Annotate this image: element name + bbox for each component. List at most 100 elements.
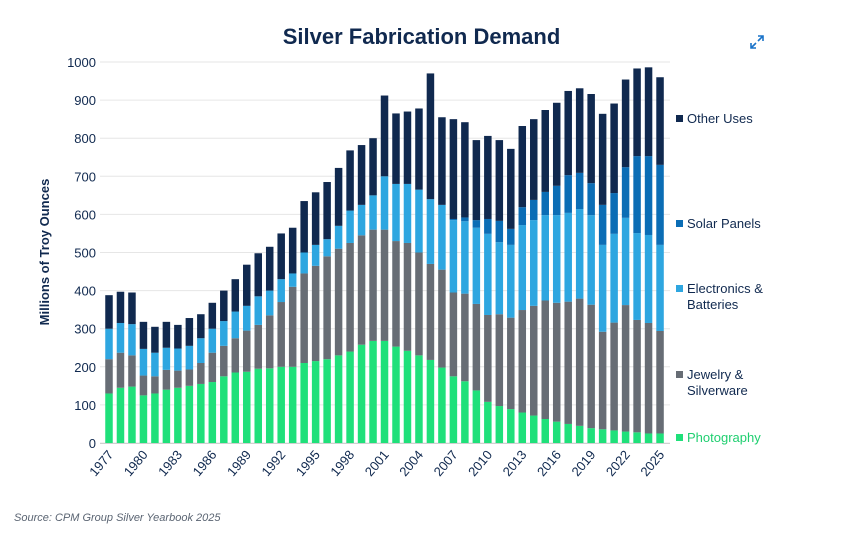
bar-segment-other-uses-2008 (461, 122, 469, 218)
bar-segment-electronics-batteries-1999 (357, 204, 366, 236)
bar-segment-jewelry-silverware-2025 (656, 330, 664, 434)
bar-segment-photography-1977 (105, 393, 113, 443)
bar-segment-electronics-batteries-2008 (461, 221, 469, 294)
bar-segment-solar-panels-2010 (484, 218, 492, 234)
bar-segment-electronics-batteries-2002 (392, 183, 400, 242)
bar-segment-other-uses-1984 (185, 318, 194, 346)
legend-swatch (676, 285, 683, 292)
bar-segment-electronics-batteries-1989 (243, 305, 251, 331)
legend-label: Other Uses (687, 111, 753, 127)
x-tick-label: 2004 (396, 447, 426, 479)
bar-segment-jewelry-silverware-2024 (644, 322, 653, 434)
legend-label-line: Solar Panels (687, 216, 761, 231)
legend-item-electronics-batteries[interactable]: Electronics & Batteries (676, 281, 763, 313)
bar-segment-photography-2002 (392, 346, 400, 443)
bar-segment-photography-2024 (644, 433, 653, 443)
bar-segment-photography-2022 (621, 431, 630, 443)
legend-item-jewelry-silverware[interactable]: Jewelry & Silverware (676, 367, 748, 399)
bar-segment-jewelry-silverware-2022 (621, 305, 630, 432)
bar-segment-photography-1981 (151, 393, 159, 443)
y-axis-label: Millions of Troy Ounces (37, 179, 52, 326)
bar-segment-other-uses-2006 (438, 117, 446, 205)
bar-segment-photography-2003 (403, 350, 412, 443)
bar-segment-jewelry-silverware-2013 (518, 310, 527, 413)
bar-segment-jewelry-silverware-2012 (507, 317, 515, 410)
bar-segment-photography-2007 (449, 376, 458, 443)
bar-segment-other-uses-1989 (243, 264, 251, 306)
y-tick-label: 800 (74, 131, 96, 146)
bar-segment-solar-panels-2023 (633, 156, 641, 234)
bar-segment-electronics-batteries-2003 (403, 183, 412, 243)
bar-segment-other-uses-1994 (300, 201, 308, 253)
x-tick-label: 2013 (499, 447, 529, 479)
bar-segment-photography-2006 (438, 367, 446, 443)
bar-segment-other-uses-2001 (380, 95, 389, 177)
legend-item-other-uses[interactable]: Other Uses (676, 111, 753, 127)
x-tick-label: 1980 (121, 447, 151, 479)
bar-segment-jewelry-silverware-2002 (392, 241, 400, 347)
bar-segment-electronics-batteries-1990 (254, 296, 262, 325)
bar-segment-electronics-batteries-2015 (541, 215, 549, 301)
x-tick-label: 1995 (293, 447, 323, 479)
bar-segment-jewelry-silverware-1987 (220, 345, 228, 377)
bar-segment-electronics-batteries-2013 (518, 225, 527, 311)
source-note: Source: CPM Group Silver Yearbook 2025 (14, 512, 221, 524)
bar-segment-jewelry-silverware-2008 (461, 293, 469, 382)
bar-segment-electronics-batteries-2007 (449, 220, 458, 293)
bar-segment-solar-panels-2011 (495, 220, 504, 243)
bar-segment-other-uses-2020 (598, 113, 607, 205)
bar-segment-electronics-batteries-1985 (197, 338, 205, 363)
bar-segment-other-uses-2016 (552, 102, 561, 186)
bar-segment-other-uses-2014 (530, 119, 538, 200)
bar-segment-other-uses-2018 (575, 88, 584, 173)
bar-segment-electronics-batteries-2001 (380, 176, 389, 230)
bar-segment-other-uses-1983 (174, 324, 182, 349)
bar-segment-photography-1984 (185, 385, 194, 443)
legend-item-solar-panels[interactable]: Solar Panels (676, 216, 761, 232)
bar-segment-photography-2018 (575, 425, 584, 443)
bar-segment-electronics-batteries-2000 (369, 195, 377, 230)
bar-segment-solar-panels-2024 (644, 156, 653, 235)
bar-segment-solar-panels-2014 (530, 199, 538, 221)
y-tick-label: 500 (74, 246, 96, 261)
bar-segment-electronics-batteries-2020 (598, 244, 607, 332)
bar-segment-photography-2012 (507, 409, 515, 443)
bar-segment-jewelry-silverware-1988 (231, 338, 240, 373)
bar-segment-electronics-batteries-1996 (323, 239, 331, 257)
bar-segment-jewelry-silverware-1986 (208, 352, 217, 383)
bar-segment-solar-panels-2025 (656, 164, 664, 245)
bar-segment-other-uses-1982 (162, 321, 171, 348)
bar-segment-electronics-batteries-1981 (151, 352, 159, 377)
bar-segment-photography-2011 (495, 406, 504, 443)
legend-swatch (676, 371, 683, 378)
legend-label-line: Batteries (687, 297, 739, 312)
bar-segment-electronics-batteries-2012 (507, 244, 515, 318)
bar-segment-other-uses-2009 (472, 140, 481, 221)
bar-segment-electronics-batteries-2022 (621, 217, 630, 306)
bar-segment-photography-2020 (598, 429, 607, 443)
bar-segment-electronics-batteries-2014 (530, 220, 538, 306)
bar-segment-photography-2000 (369, 340, 377, 443)
bar-segment-jewelry-silverware-2017 (564, 301, 572, 424)
chart-title: Silver Fabrication Demand (282, 24, 561, 49)
bar-segment-solar-panels-2008 (461, 217, 469, 222)
legend-swatch (676, 115, 683, 122)
expand-icon[interactable] (748, 33, 766, 51)
bar-segment-photography-2009 (472, 390, 481, 443)
bar-segment-photography-2014 (530, 415, 538, 443)
bar-segment-jewelry-silverware-2009 (472, 303, 481, 391)
bar-segment-jewelry-silverware-1996 (323, 256, 331, 360)
bar-segment-other-uses-1986 (208, 302, 217, 329)
bar-segment-solar-panels-2007 (449, 218, 458, 221)
bar-segment-other-uses-1985 (197, 314, 205, 339)
legend-item-photography[interactable]: Photography (676, 430, 761, 446)
y-tick-label: 900 (74, 93, 96, 108)
bar-segment-electronics-batteries-1998 (346, 210, 354, 243)
bar-segment-photography-1993 (288, 366, 297, 443)
bar-segment-photography-1988 (231, 372, 240, 443)
bar-segment-solar-panels-2022 (621, 167, 630, 218)
bar-segment-other-uses-1992 (277, 233, 285, 280)
bar-segment-photography-1999 (357, 344, 366, 443)
bar-segment-other-uses-1990 (254, 253, 262, 297)
bar-segment-jewelry-silverware-1993 (288, 286, 297, 367)
